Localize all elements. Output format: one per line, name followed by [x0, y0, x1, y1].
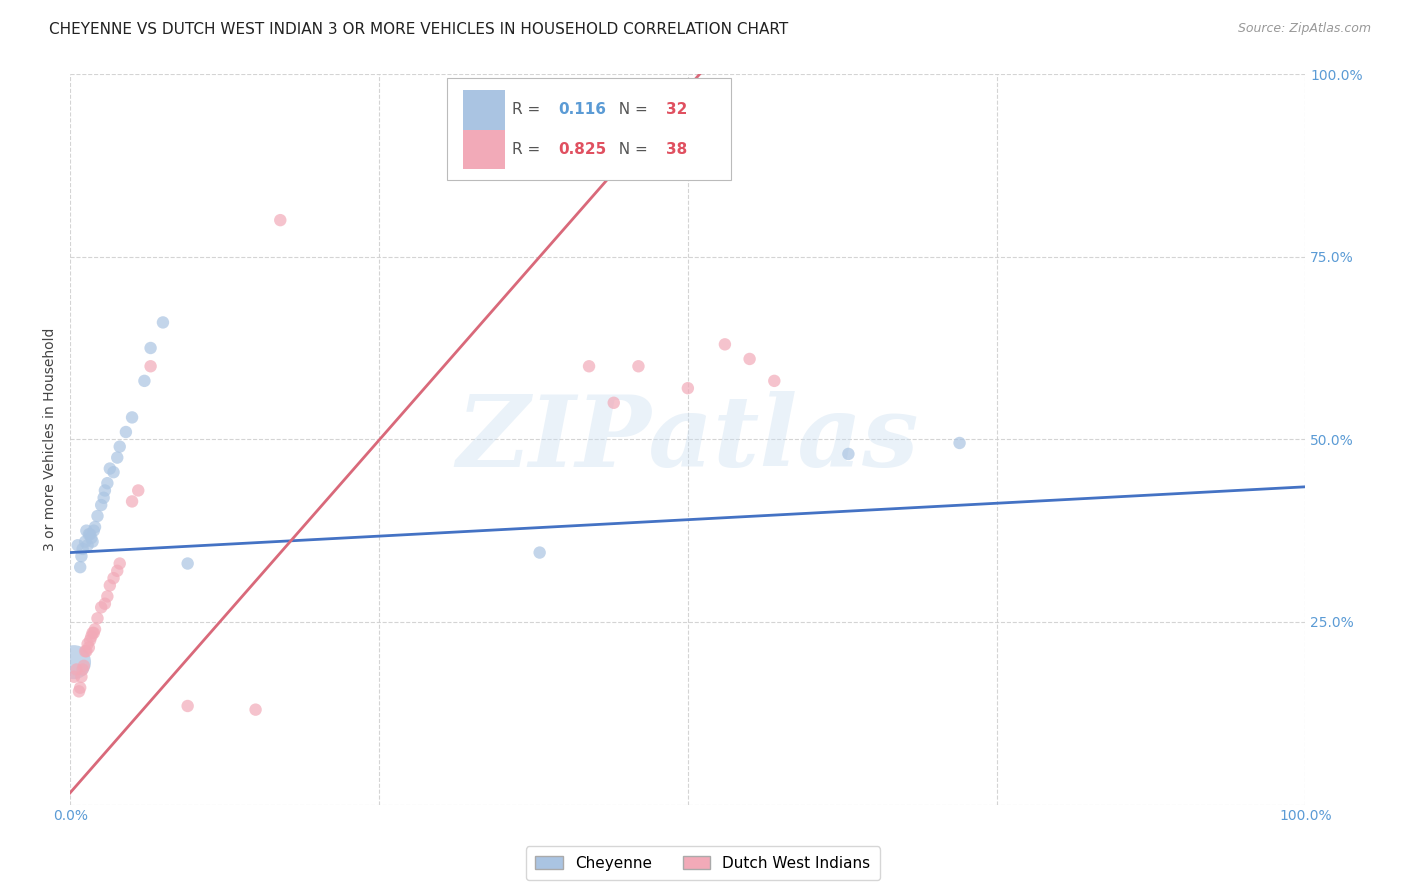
Point [67, 684, 90, 698]
Point [65, 663, 87, 677]
Point [152, 315, 174, 329]
Point [86, 509, 108, 524]
Point [77, 527, 100, 541]
Point [98, 578, 121, 592]
Point [66, 538, 89, 552]
Point [72, 663, 94, 677]
Text: 0.825: 0.825 [558, 142, 606, 157]
Point [134, 374, 156, 388]
Point [83, 524, 105, 538]
Point [108, 440, 131, 454]
Point [84, 520, 107, 534]
Point [63, 670, 86, 684]
Point [108, 557, 131, 571]
Point [75, 534, 97, 549]
Point [96, 590, 118, 604]
Text: 0.116: 0.116 [558, 103, 606, 118]
Point [63, 655, 86, 669]
Point [105, 450, 128, 465]
Point [73, 658, 96, 673]
Point [77, 640, 100, 655]
Text: R =: R = [512, 103, 546, 118]
Text: 32: 32 [665, 103, 688, 118]
Text: 38: 38 [665, 142, 688, 157]
Point [93, 491, 115, 505]
Point [269, 213, 291, 227]
Point [75, 524, 97, 538]
Point [80, 531, 103, 545]
Point [714, 337, 737, 351]
Point [245, 703, 267, 717]
Point [176, 698, 198, 713]
Point [72, 541, 94, 556]
Point [529, 545, 551, 559]
Point [69, 560, 91, 574]
FancyBboxPatch shape [463, 90, 505, 129]
Point [948, 436, 970, 450]
Text: ZIPatlas: ZIPatlas [457, 391, 920, 488]
Point [139, 341, 162, 355]
Point [83, 626, 105, 640]
Point [603, 396, 626, 410]
Point [94, 483, 117, 498]
Legend: Cheyenne, Dutch West Indians: Cheyenne, Dutch West Indians [526, 847, 880, 880]
FancyBboxPatch shape [447, 78, 731, 180]
Point [121, 494, 143, 508]
Point [75, 644, 97, 658]
Point [86, 611, 108, 625]
Point [103, 571, 125, 585]
Point [98, 461, 121, 475]
Point [94, 597, 117, 611]
Point [578, 359, 600, 374]
Point [127, 483, 149, 498]
Point [70, 670, 93, 684]
Point [103, 465, 125, 479]
Point [627, 359, 650, 374]
Point [76, 538, 98, 552]
Point [105, 564, 128, 578]
Point [176, 557, 198, 571]
Point [139, 359, 162, 374]
Point [82, 626, 104, 640]
Point [676, 381, 699, 395]
Point [837, 447, 859, 461]
Point [529, 81, 551, 95]
Point [115, 425, 138, 439]
Point [90, 600, 112, 615]
Point [69, 681, 91, 695]
Point [79, 633, 101, 648]
Point [121, 410, 143, 425]
Y-axis label: 3 or more Vehicles in Household: 3 or more Vehicles in Household [44, 327, 58, 551]
Point [96, 476, 118, 491]
Point [90, 498, 112, 512]
Point [80, 630, 103, 644]
Point [763, 374, 786, 388]
FancyBboxPatch shape [463, 130, 505, 169]
Point [70, 549, 93, 564]
Point [82, 534, 104, 549]
Point [84, 622, 107, 636]
Text: N =: N = [609, 142, 652, 157]
Point [76, 637, 98, 651]
Text: CHEYENNE VS DUTCH WEST INDIAN 3 OR MORE VEHICLES IN HOUSEHOLD CORRELATION CHART: CHEYENNE VS DUTCH WEST INDIAN 3 OR MORE … [49, 22, 789, 37]
Text: N =: N = [609, 103, 652, 118]
Point [79, 527, 101, 541]
Text: Source: ZipAtlas.com: Source: ZipAtlas.com [1237, 22, 1371, 36]
Point [75, 644, 97, 658]
Text: R =: R = [512, 142, 546, 157]
Point [738, 351, 761, 366]
